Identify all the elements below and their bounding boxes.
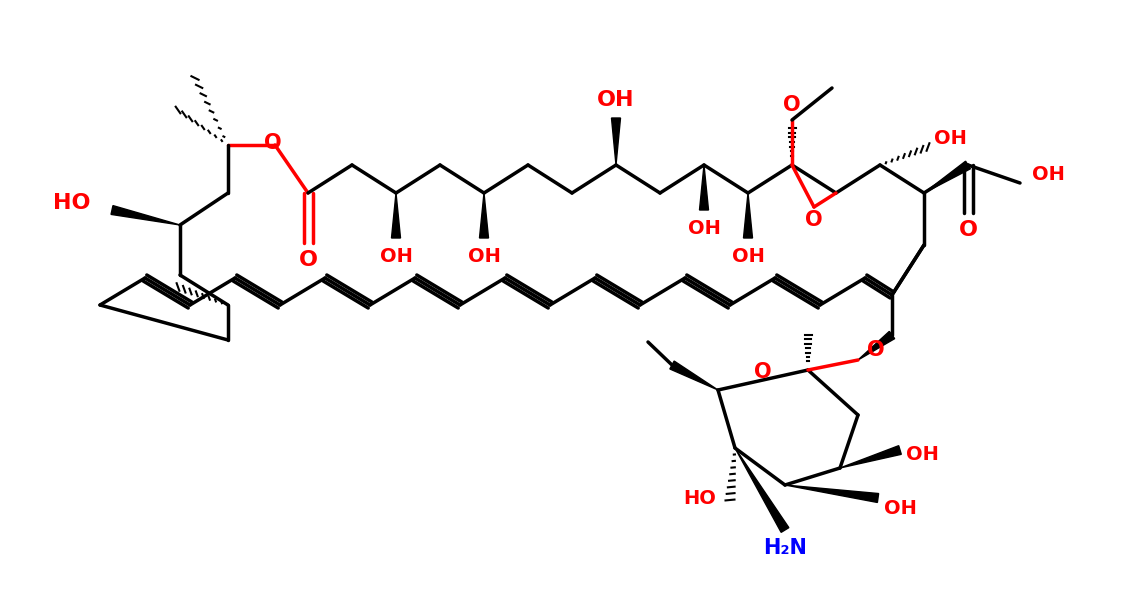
Polygon shape <box>858 331 894 360</box>
Polygon shape <box>670 361 718 390</box>
Text: OH: OH <box>884 498 917 518</box>
Text: OH: OH <box>934 129 966 147</box>
Text: OH: OH <box>906 446 939 464</box>
Text: HO: HO <box>683 489 716 507</box>
Polygon shape <box>735 448 789 533</box>
Polygon shape <box>785 485 878 503</box>
Text: O: O <box>805 210 822 230</box>
Text: OH: OH <box>468 247 500 265</box>
Polygon shape <box>744 193 753 238</box>
Text: H₂N: H₂N <box>763 538 806 558</box>
Text: OH: OH <box>597 90 634 110</box>
Text: OH: OH <box>1032 165 1065 184</box>
Text: OH: OH <box>688 219 721 237</box>
Text: O: O <box>264 133 281 153</box>
Text: OH: OH <box>379 247 412 265</box>
Polygon shape <box>612 118 621 165</box>
Text: O: O <box>298 250 318 270</box>
Text: O: O <box>784 95 801 115</box>
Text: O: O <box>959 220 977 240</box>
Polygon shape <box>924 161 970 193</box>
Polygon shape <box>110 205 180 225</box>
Text: O: O <box>754 362 772 382</box>
Text: O: O <box>867 340 885 360</box>
Polygon shape <box>480 193 489 238</box>
Polygon shape <box>699 165 708 210</box>
Polygon shape <box>392 193 401 238</box>
Text: HO: HO <box>54 193 91 213</box>
Polygon shape <box>839 446 901 468</box>
Text: OH: OH <box>731 247 764 265</box>
